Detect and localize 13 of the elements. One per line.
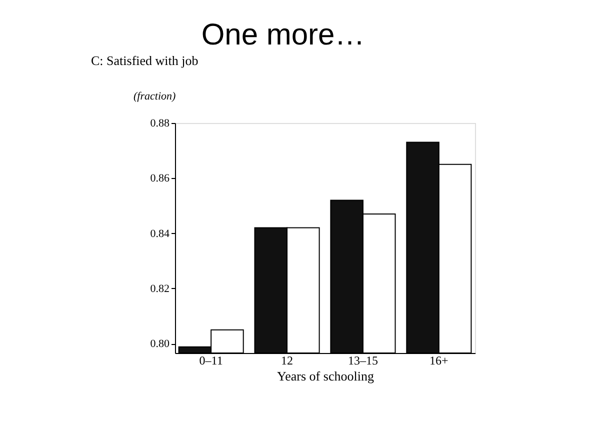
y-tick-label: 0.86 xyxy=(150,172,170,185)
y-tick-label: 0.84 xyxy=(150,228,170,240)
y-axis-title: (fraction) xyxy=(134,90,176,102)
x-tick-label: 13–15 xyxy=(348,354,378,368)
chart-title: One more… xyxy=(201,18,365,52)
x-tick-label: 0–11 xyxy=(199,354,223,368)
chart-subtitle: C: Satisfied with job xyxy=(91,53,198,68)
y-tick-label: 0.82 xyxy=(150,282,170,295)
x-axis-title: Years of schooling xyxy=(277,368,374,384)
y-tick-label: 0.88 xyxy=(150,118,170,130)
x-tick-label: 12 xyxy=(281,354,294,368)
x-tick-label: 16+ xyxy=(430,354,449,368)
y-tick-label: 0.80 xyxy=(150,338,170,350)
